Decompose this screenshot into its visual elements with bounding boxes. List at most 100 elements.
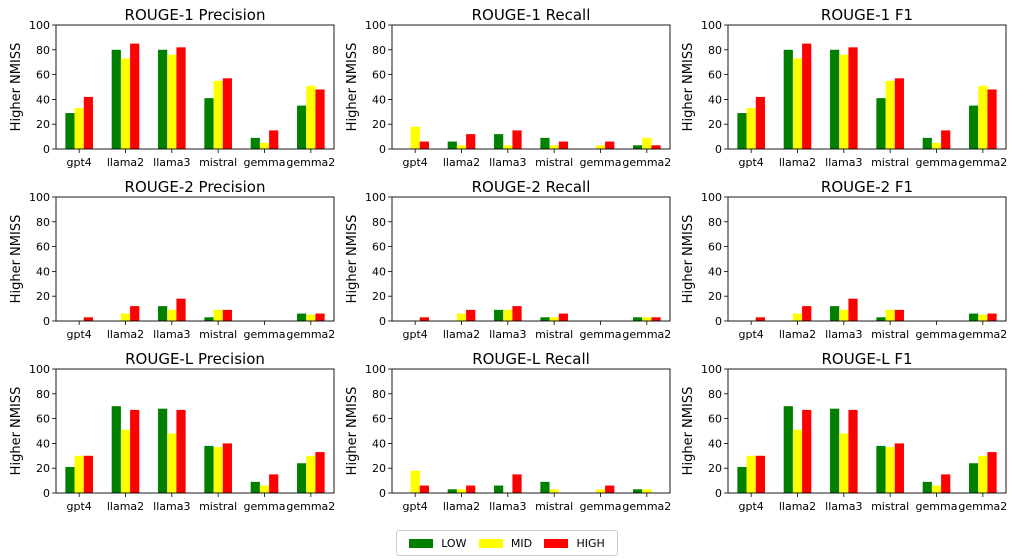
- bar-mid: [456, 145, 467, 149]
- legend-swatch-mid: [478, 538, 503, 548]
- legend-item-low: LOW: [409, 537, 466, 550]
- bar-low: [540, 137, 550, 149]
- bar-high: [130, 43, 140, 149]
- x-tick-label: mistral: [535, 328, 573, 341]
- x-tick-label: mistral: [871, 500, 909, 513]
- bar-low: [494, 309, 504, 321]
- y-tick-label: 60: [708, 69, 722, 82]
- bar-low: [830, 408, 840, 493]
- x-tick-label: gemma: [580, 156, 622, 169]
- bar-high: [512, 306, 522, 321]
- chart-title: ROUGE-L Precision: [125, 350, 265, 368]
- y-tick-label: 0: [43, 143, 50, 156]
- x-tick-label: llama3: [153, 328, 190, 341]
- bar-high: [941, 474, 951, 493]
- x-tick-label: llama3: [825, 500, 862, 513]
- x-tick-label: gpt4: [739, 328, 764, 341]
- bar-high: [848, 47, 858, 149]
- y-axis-label: Higher NMISS: [681, 387, 696, 476]
- bar-low: [540, 317, 550, 321]
- y-axis-label: Higher NMISS: [9, 387, 24, 476]
- y-tick-label: 40: [372, 265, 386, 278]
- chart-title: ROUGE-2 Recall: [472, 178, 591, 196]
- bar-mid: [931, 142, 942, 149]
- bar-mid: [410, 126, 420, 149]
- y-tick-label: 0: [43, 315, 50, 328]
- x-tick-label: llama2: [443, 328, 480, 341]
- x-tick-label: gemma: [244, 156, 286, 169]
- y-tick-label: 60: [36, 69, 50, 82]
- bar-mid: [167, 54, 177, 150]
- y-tick-label: 100: [365, 19, 386, 32]
- bar-mid: [978, 85, 988, 149]
- bar-high: [802, 306, 812, 321]
- plot-frame: [391, 24, 671, 150]
- legend-item-high: HIGH: [544, 537, 605, 550]
- x-tick-label: gemma: [244, 500, 286, 513]
- bar-high: [419, 317, 429, 321]
- subplot-8: ROUGE-L Recall Higher NMISS 0 20 40 60 80 100 gp…: [345, 350, 671, 513]
- y-tick-label: 40: [36, 93, 50, 106]
- bar-low: [830, 306, 840, 321]
- bar-high: [987, 452, 997, 493]
- y-tick-label: 0: [379, 315, 386, 328]
- bar-low: [969, 463, 979, 493]
- bar-mid: [792, 429, 803, 493]
- legend-item-mid: MID: [478, 537, 532, 550]
- bar-high: [315, 452, 325, 493]
- x-tick-label: gpt4: [403, 156, 428, 169]
- x-tick-label: gemma2: [958, 328, 1007, 341]
- y-tick-label: 100: [29, 191, 50, 204]
- bar-mid: [503, 309, 513, 321]
- bar-high: [269, 130, 279, 149]
- x-tick-label: gpt4: [403, 500, 428, 513]
- bar-low: [204, 317, 214, 321]
- y-tick-label: 40: [36, 437, 50, 450]
- y-tick-label: 40: [372, 93, 386, 106]
- bar-low: [204, 445, 214, 493]
- y-tick-label: 80: [372, 44, 386, 57]
- plot-frame: [727, 196, 1007, 322]
- x-tick-label: llama3: [825, 156, 862, 169]
- bar-low: [111, 49, 121, 149]
- x-tick-label: llama2: [779, 328, 816, 341]
- bar-high: [83, 317, 93, 321]
- plot-frame: [55, 196, 335, 322]
- bar-mid: [306, 314, 316, 321]
- plot-frame: [727, 368, 1007, 494]
- x-tick-label: gpt4: [739, 156, 764, 169]
- subplot-1: ROUGE-1 Precision Higher NMISS 0 20 40 60 80 10…: [9, 6, 335, 169]
- x-tick-label: llama2: [779, 500, 816, 513]
- bar-mid: [746, 108, 756, 149]
- bar-mid: [503, 145, 513, 149]
- y-tick-label: 80: [708, 44, 722, 57]
- bar-high: [987, 89, 997, 149]
- bar-low: [250, 137, 260, 149]
- plot-frame: [55, 24, 335, 150]
- bar-mid: [410, 470, 420, 493]
- x-tick-label: mistral: [871, 156, 909, 169]
- bar-mid: [120, 58, 131, 150]
- y-tick-label: 20: [36, 290, 50, 303]
- x-tick-label: llama2: [443, 500, 480, 513]
- y-axis-label: Higher NMISS: [9, 43, 24, 132]
- bar-mid: [746, 455, 756, 493]
- bar-high: [651, 145, 661, 149]
- x-tick-label: mistral: [535, 500, 573, 513]
- legend: LOW MID HIGH: [396, 530, 618, 556]
- y-tick-label: 60: [372, 413, 386, 426]
- bar-mid: [549, 317, 559, 321]
- y-tick-label: 60: [372, 69, 386, 82]
- x-tick-label: gpt4: [403, 328, 428, 341]
- x-tick-label: gpt4: [67, 500, 92, 513]
- x-tick-label: llama2: [107, 500, 144, 513]
- bar-mid: [642, 317, 652, 321]
- bar-mid: [595, 489, 606, 493]
- bar-high: [176, 298, 186, 321]
- plot-frame: [391, 368, 671, 494]
- chart-title: ROUGE-L Recall: [472, 350, 590, 368]
- bar-low: [876, 317, 886, 321]
- x-tick-label: gemma: [244, 328, 286, 341]
- y-tick-label: 100: [701, 19, 722, 32]
- y-tick-label: 40: [708, 265, 722, 278]
